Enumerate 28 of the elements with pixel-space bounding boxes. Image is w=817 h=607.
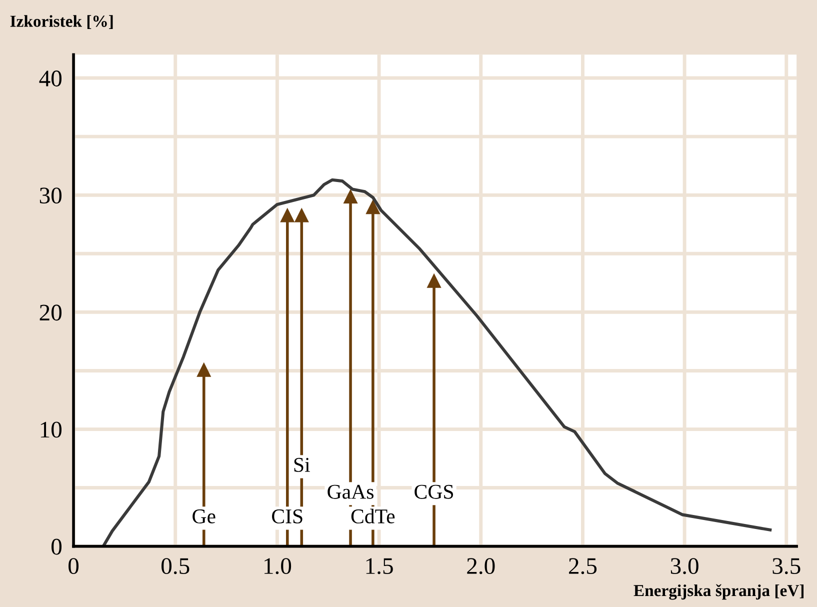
point [366,200,380,214]
point [196,362,212,377]
point [294,208,309,222]
annotation: CdTe [351,508,395,524]
x-tick-label: 2.0 [467,558,495,574]
annotation: Si [294,458,310,472]
x-tick-label: 2.5 [568,558,597,574]
x-tick-label: 0 [68,558,79,574]
y-tick-label: 0 [52,538,62,555]
point [280,208,295,222]
x-tick-label: 1.5 [366,558,393,574]
annotation: Ge [192,509,216,524]
x-axis-title: Energijska špranja [eV] [634,584,804,600]
y-tick-label: 40 [39,70,62,86]
line-series [102,178,772,546]
annotation: CIS [272,509,302,524]
x-tick-label: 3.0 [670,558,698,574]
annotation: GaAs [328,484,374,499]
annotation: CGS [414,484,454,499]
y-tick-label: 10 [40,422,62,438]
y-axis-title: Izkoristek [%] [10,15,113,29]
x-tick-label: 3.5 [772,558,800,574]
y-tick-label: 20 [40,304,62,321]
x-tick-label: 1.0 [264,558,292,574]
y-tick-label: 30 [40,188,62,204]
x-tick-label: 0.5 [162,558,190,574]
point [343,188,358,204]
point [426,273,442,288]
